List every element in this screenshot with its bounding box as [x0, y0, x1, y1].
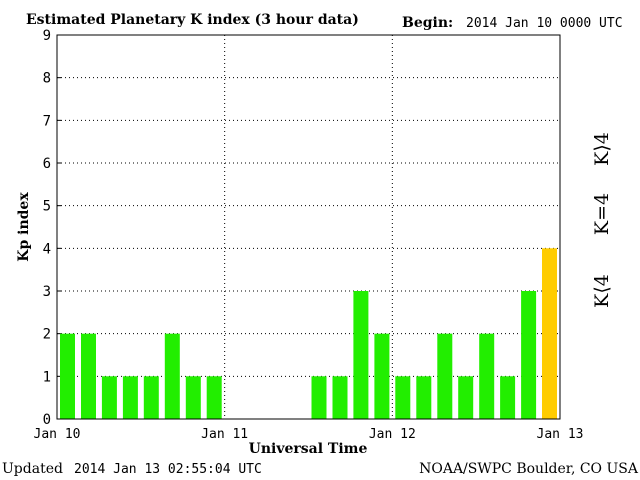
kp-bar [374, 333, 390, 419]
kp-bar [500, 376, 516, 419]
plot-frame [56, 34, 561, 420]
kp-bar [521, 291, 537, 419]
kp-bar [185, 376, 201, 419]
legend-high: K⟩4 [591, 132, 613, 166]
legend-low: K⟨4 [591, 274, 613, 308]
kp-bar [164, 333, 180, 419]
updated-value: 2014 Jan 13 02:55:04 UTC [74, 462, 262, 477]
source-credit: NOAA/SWPC Boulder, CO USA [419, 461, 639, 477]
begin-label: Begin: [402, 15, 453, 31]
y-tick-label: 4 [43, 241, 51, 257]
y-axis-label: Kp index [16, 192, 32, 262]
x-tick-label: Jan 10 [34, 427, 81, 442]
x-axis-label: Universal Time [249, 441, 368, 457]
kp-bar [458, 376, 474, 419]
updated-label: Updated [2, 461, 63, 477]
y-tick-label: 8 [43, 71, 51, 87]
y-tick-label: 6 [43, 156, 51, 172]
legend-mid: K=4 [591, 193, 613, 235]
y-tick-label: 0 [43, 412, 51, 428]
y-tick-labels: 0 1 2 3 4 5 6 7 8 9 [43, 28, 51, 428]
x-tick-labels: Jan 10 Jan 11 Jan 12 Jan 13 [34, 427, 584, 442]
kp-bar [81, 333, 96, 419]
x-tick-label: Jan 13 [537, 427, 584, 442]
kp-bar [60, 333, 75, 419]
kp-bar [542, 248, 557, 419]
begin-value: 2014 Jan 10 0000 UTC [466, 16, 623, 31]
kp-bar [311, 376, 327, 419]
x-tick-label: Jan 12 [369, 427, 416, 442]
y-tick-label: 1 [43, 369, 51, 385]
kp-bar [353, 291, 369, 419]
kp-bar [206, 376, 222, 419]
kp-bar [416, 376, 432, 419]
kp-bar [395, 376, 411, 419]
y-tick-label: 2 [43, 327, 51, 343]
kp-bar [122, 376, 138, 419]
y-tick-label: 9 [43, 28, 51, 44]
y-tick-label: 3 [43, 284, 51, 300]
y-tick-label: 5 [43, 199, 51, 215]
bars [60, 248, 557, 419]
kp-bar [479, 333, 495, 419]
grid-lines [57, 34, 560, 420]
y-tick-label: 7 [43, 113, 51, 129]
chart-title: Estimated Planetary K index (3 hour data… [26, 12, 359, 28]
kp-bar [143, 376, 159, 419]
kp-bar [332, 376, 348, 419]
x-tick-label: Jan 11 [201, 427, 248, 442]
kp-bar [101, 376, 117, 419]
kp-bar [437, 333, 453, 419]
